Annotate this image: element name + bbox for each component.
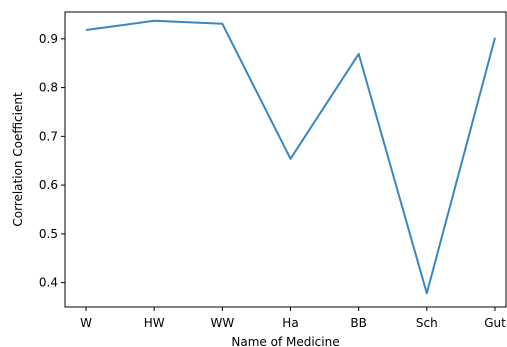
- y-axis-label: Correlation Coefficient: [11, 92, 25, 227]
- y-axis-ticks: 0.4 0.5 0.6 0.7 0.8 0.9: [39, 32, 65, 290]
- x-tick-label: W: [80, 316, 92, 330]
- x-tick-label: HW: [144, 316, 165, 330]
- x-axis-label: Name of Medicine: [231, 335, 339, 347]
- y-tick-label: 0.5: [39, 227, 58, 241]
- y-tick-label: 0.9: [39, 32, 58, 46]
- x-axis-ticks: W HW WW Ha BB Sch Gut: [80, 307, 506, 330]
- x-tick-label: Gut: [484, 316, 506, 330]
- x-tick-label: Ha: [282, 316, 298, 330]
- y-tick-label: 0.7: [39, 129, 58, 143]
- y-tick-label: 0.8: [39, 81, 58, 95]
- x-tick-label: WW: [210, 316, 234, 330]
- series-line: [85, 19, 496, 295]
- y-tick-label: 0.6: [39, 178, 58, 192]
- plot-frame: [64, 11, 507, 308]
- x-tick-label: Sch: [416, 316, 438, 330]
- x-tick-label: BB: [350, 316, 366, 330]
- y-tick-label: 0.4: [39, 276, 58, 290]
- plot-area: [65, 12, 506, 307]
- series-layer: [85, 19, 496, 295]
